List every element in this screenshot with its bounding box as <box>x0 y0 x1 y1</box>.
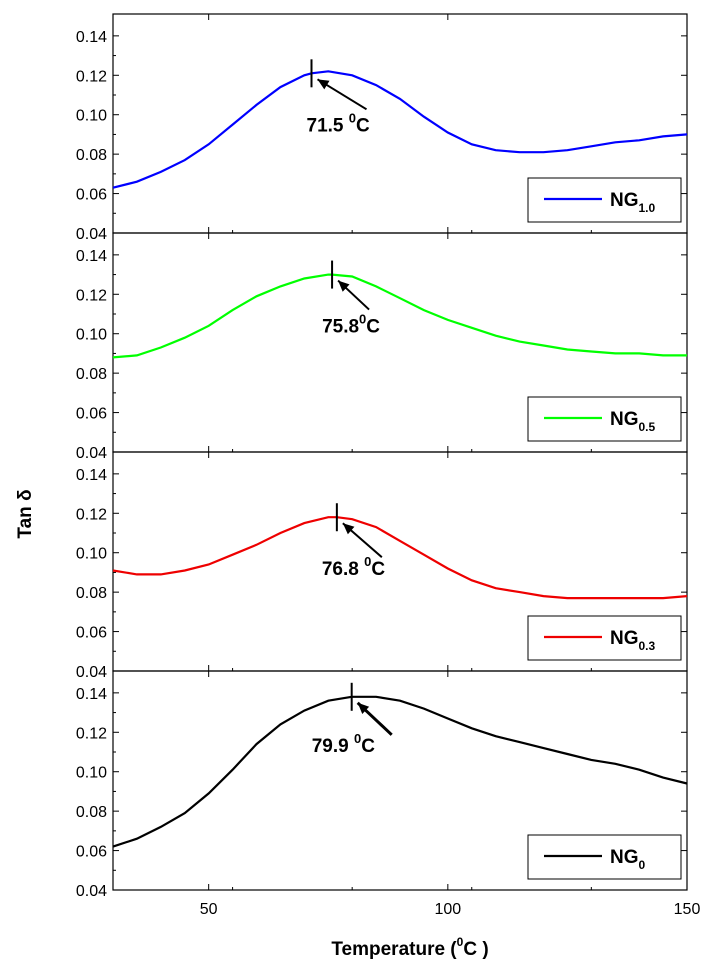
y-tick-label: 0.14 <box>76 686 107 703</box>
y-tick-label: 0.12 <box>76 506 107 523</box>
x-axis-label-unit: C ) <box>463 939 488 960</box>
peak-degree: 0 <box>349 110 356 125</box>
peak-value: 71.5 <box>307 115 349 136</box>
peak-unit: C <box>371 559 385 580</box>
peak-unit: C <box>366 317 380 338</box>
annotation-arrowhead <box>338 280 350 292</box>
legend-series-subscript: 0.5 <box>639 420 656 434</box>
series-line-NG1.0 <box>112 70 688 189</box>
peak-degree: 0 <box>354 731 361 746</box>
panel-3: 0.04 0.06 0.08 0.10 0.12 0.14 76.8 0C NG0.3 <box>76 451 688 681</box>
y-tick-label: 0.10 <box>76 546 107 563</box>
y-tick-label: 0.08 <box>76 804 107 821</box>
y-tick-label: 0.06 <box>76 406 107 423</box>
legend-series-name: NG <box>610 628 639 649</box>
y-tick-label: 0.04 <box>76 226 107 243</box>
series-line-NG0.5 <box>112 273 687 359</box>
y-tick-label: 0.10 <box>76 765 107 782</box>
y-axis-label: Tan δ <box>15 489 36 538</box>
y-tick-label: 0.08 <box>76 585 107 602</box>
legend-series-name: NG <box>610 847 639 868</box>
x-axis-label: Temperature (0C ) <box>331 935 488 960</box>
y-tick-label: 0.06 <box>76 625 107 642</box>
y-tick-label: 0.14 <box>76 29 107 46</box>
annotation-arrowhead <box>317 79 330 90</box>
panel-2: 0.04 0.06 0.08 0.10 0.12 0.14 75.80C NG0.5 <box>76 232 688 462</box>
peak-annotation: 76.8 0C <box>322 554 386 580</box>
y-tick-label: 0.06 <box>76 844 107 861</box>
legend-series-subscript: 1.0 <box>639 201 656 215</box>
panel-frame <box>112 670 688 891</box>
y-tick-label: 0.04 <box>76 445 107 462</box>
y-tick-label: 0.10 <box>76 108 107 125</box>
legend-series-subscript: 0 <box>639 858 646 872</box>
y-tick-label: 0.14 <box>76 467 107 484</box>
peak-degree: 0 <box>359 312 366 327</box>
peak-unit: C <box>361 736 375 757</box>
peak-value: 79.9 <box>312 736 354 757</box>
legend-label: NG0.3 <box>610 628 656 653</box>
legend-series-subscript: 0.3 <box>639 639 656 653</box>
x-axis-label-main: Temperature ( <box>331 939 457 960</box>
legend-series-name: NG <box>610 190 639 211</box>
legend-label: NG1.0 <box>610 190 656 215</box>
legend-series-name: NG <box>610 409 639 430</box>
x-tick-label: 50 <box>200 901 218 918</box>
y-tick-label: 0.14 <box>76 248 107 265</box>
peak-value: 75.8 <box>322 317 359 338</box>
y-tick-label: 0.12 <box>76 287 107 304</box>
y-tick-label: 0.04 <box>76 883 107 900</box>
peak-annotation: 79.9 0C <box>312 731 376 757</box>
y-tick-label: 0.10 <box>76 327 107 344</box>
y-tick-label: 0.08 <box>76 147 107 164</box>
y-tick-label: 0.12 <box>76 725 107 742</box>
y-tick-label: 0.04 <box>76 664 107 681</box>
peak-value: 76.8 <box>322 559 364 580</box>
peak-annotation: 75.80C <box>322 312 380 338</box>
series-line-NG0 <box>112 695 688 848</box>
y-tick-label: 0.08 <box>76 366 107 383</box>
x-tick-label: 150 <box>674 901 701 918</box>
y-tick-label: 0.12 <box>76 68 107 85</box>
legend-label: NG0 <box>610 847 646 872</box>
peak-degree: 0 <box>364 554 371 569</box>
series-line-NG0.3 <box>112 516 688 600</box>
annotation-arrowhead <box>342 523 355 535</box>
peak-annotation: 71.5 0C <box>307 110 371 136</box>
annotation-arrowhead <box>357 702 370 714</box>
legend-label: NG0.5 <box>610 409 656 434</box>
x-axis-label-degree: 0 <box>457 935 464 949</box>
y-tick-label: 0.06 <box>76 187 107 204</box>
x-tick-label: 100 <box>434 901 461 918</box>
panel-1: 0.04 0.06 0.08 0.10 0.12 0.14 71.5 0C NG1.0 <box>76 13 688 243</box>
peak-unit: C <box>356 115 370 136</box>
